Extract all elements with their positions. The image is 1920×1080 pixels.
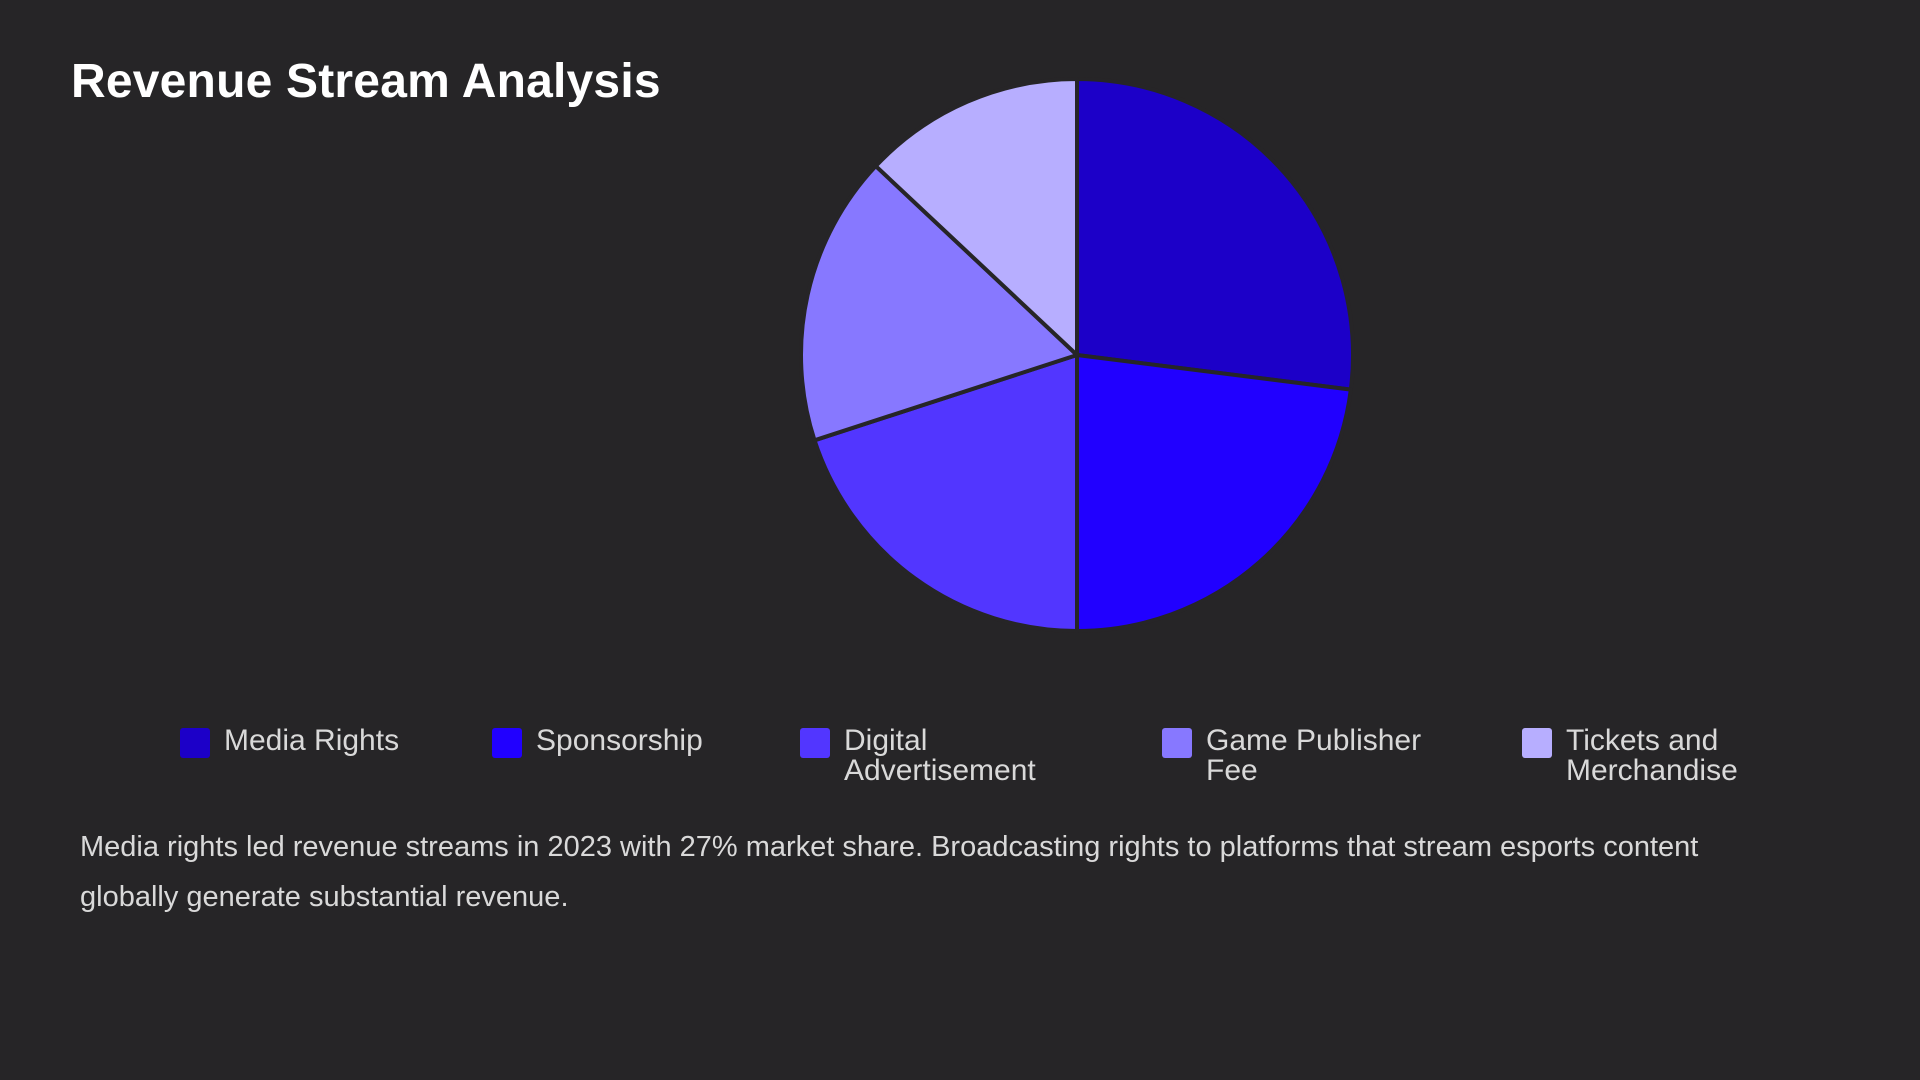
legend-item: Tickets and Merchandise: [1522, 726, 1806, 786]
legend-swatch: [800, 728, 830, 758]
legend-item: Digital Advertisement: [800, 726, 1084, 786]
chart-legend: Media Rights Sponsorship Digital Advertise…: [0, 726, 1920, 796]
legend-label: Media Rights: [224, 724, 400, 757]
legend-item: Media Rights: [180, 726, 464, 758]
pie-slice-sponsorship: [1075, 353, 1353, 633]
legend-swatch: [492, 728, 522, 758]
pie-slice-tickets-and-merchandise: [873, 77, 1079, 357]
pie-slice-digital-advertisement: [812, 353, 1079, 633]
legend-label: Sponsorship: [536, 724, 703, 757]
legend-label: Digital Advertisement: [844, 724, 1036, 787]
legend-item: Sponsorship: [492, 726, 776, 758]
pie-chart: [799, 77, 1355, 633]
legend-swatch: [1522, 728, 1552, 758]
legend-item: Game Publisher Fee: [1162, 726, 1446, 786]
page-title: Revenue Stream Analysis: [71, 55, 661, 108]
legend-swatch: [180, 728, 210, 758]
pie-slices: [799, 77, 1355, 633]
pie-slice-game-publisher-fee: [799, 164, 1079, 443]
pie-slice-media-rights: [1075, 77, 1355, 392]
legend-label: Tickets and Merchandise: [1566, 724, 1738, 787]
chart-description: Media rights led revenue streams in 2023…: [80, 831, 1699, 913]
legend-label: Game Publisher Fee: [1206, 724, 1422, 787]
legend-swatch: [1162, 728, 1192, 758]
